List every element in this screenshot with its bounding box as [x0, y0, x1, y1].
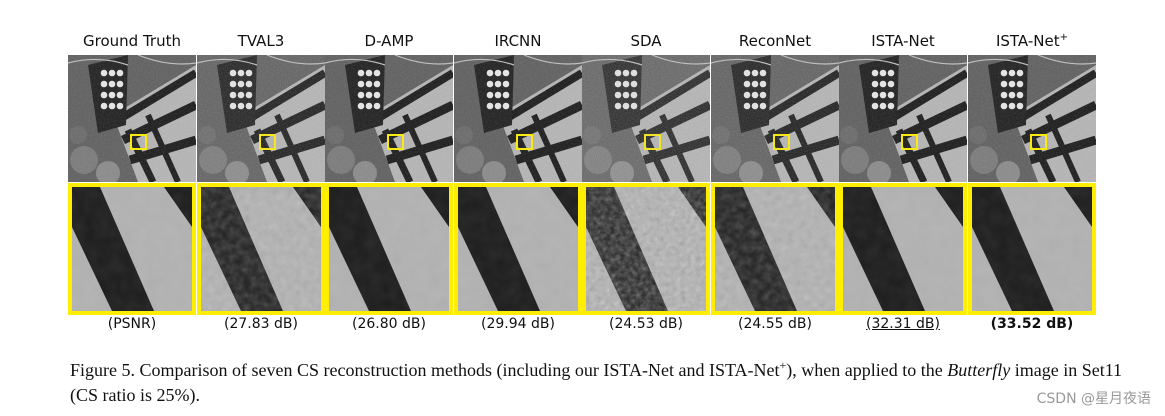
method-name: ISTA-Net: [995, 32, 1060, 50]
butterfly-thumbnail: [968, 55, 1096, 182]
caption-part2: ), when applied to the: [786, 360, 948, 380]
psnr-text: (32.31 dB): [866, 316, 940, 332]
psnr-text: (PSNR): [107, 316, 157, 332]
method-label: D-AMP: [325, 32, 453, 50]
butterfly-thumbnail: [325, 55, 453, 182]
caption-part1: Figure 5. Comparison of seven CS reconst…: [70, 360, 780, 380]
method-name: SDA: [630, 32, 662, 50]
psnr-value: (26.80 dB): [325, 316, 453, 332]
method-label: TVAL3: [197, 32, 325, 50]
caption-image-name: Butterfly: [947, 360, 1011, 380]
butterfly-thumbnail: [711, 55, 839, 182]
psnr-value: (32.31 dB): [839, 316, 967, 332]
psnr-value: (33.52 dB): [968, 316, 1096, 332]
psnr-text: (26.80 dB): [352, 316, 426, 332]
watermark: CSDN @星月夜语: [1036, 391, 1151, 407]
method-label: SDA: [582, 32, 710, 50]
psnr-value: (27.83 dB): [197, 316, 325, 332]
zoomed-patch: [325, 183, 453, 315]
psnr-value: (PSNR): [68, 316, 196, 332]
psnr-text: (24.53 dB): [609, 316, 683, 332]
method-name-sup: +: [1059, 32, 1068, 43]
method-name: ReconNet: [738, 32, 812, 50]
method-name: IRCNN: [494, 32, 542, 50]
psnr-value: (24.53 dB): [582, 316, 710, 332]
butterfly-thumbnail: [68, 55, 196, 182]
method-name: D-AMP: [364, 32, 414, 50]
psnr-text: (24.55 dB): [738, 316, 812, 332]
figure-caption: Figure 5. Comparison of seven CS reconst…: [70, 353, 1150, 408]
caption-part3: image in Set11 (CS ratio is 25%).: [70, 360, 1123, 405]
method-label: ISTA-Net+: [968, 32, 1096, 50]
method-label: Ground Truth: [68, 32, 196, 50]
method-label: ReconNet: [711, 32, 839, 50]
zoomed-patch: [968, 183, 1096, 315]
method-label: ISTA-Net: [839, 32, 967, 50]
method-label: IRCNN: [454, 32, 582, 50]
zoomed-patch: [582, 183, 710, 315]
zoomed-patch: [197, 183, 325, 315]
psnr-value: (29.94 dB): [454, 316, 582, 332]
zoomed-patch: [68, 183, 196, 315]
butterfly-thumbnail: [582, 55, 710, 182]
zoomed-patch: [839, 183, 967, 315]
butterfly-thumbnail: [197, 55, 325, 182]
method-name: Ground Truth: [83, 32, 181, 50]
zoomed-patch: [711, 183, 839, 315]
psnr-text: (29.94 dB): [481, 316, 555, 332]
psnr-text: (27.83 dB): [224, 316, 298, 332]
method-name: TVAL3: [237, 32, 285, 50]
butterfly-thumbnail: [839, 55, 967, 182]
psnr-value: (24.55 dB): [711, 316, 839, 332]
method-name: ISTA-Net: [871, 32, 935, 50]
caption-sup: +: [779, 358, 787, 372]
psnr-text: (33.52 dB): [990, 316, 1074, 332]
zoomed-patch: [454, 183, 582, 315]
butterfly-thumbnail: [454, 55, 582, 182]
